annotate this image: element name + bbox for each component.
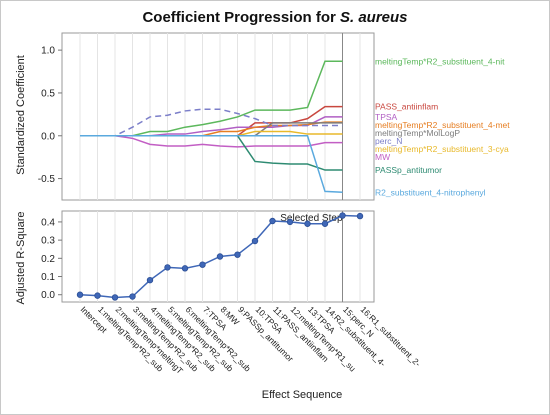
bottom-y-tick-label: 0.1: [41, 272, 55, 283]
bottom-y-tick-label: 0.0: [41, 290, 55, 301]
selected-step-label: Selected Step: [280, 213, 343, 224]
r-square-point: [216, 253, 224, 260]
top-y-axis-label: Standardized Coefficient: [15, 55, 27, 175]
top-y-tick-label: 0.5: [41, 88, 55, 99]
r-square-point: [181, 265, 189, 272]
r-square-point: [111, 294, 119, 301]
top-y-tick-label: 1.0: [41, 46, 55, 57]
r-square-point: [234, 251, 241, 258]
top-y-tick-label: -0.5: [38, 174, 56, 185]
series-line-7: [80, 135, 343, 148]
r-square-point: [339, 212, 346, 219]
r-square-point: [94, 292, 101, 299]
r-square-point: [199, 261, 206, 268]
bottom-y-axis-label: Adjusted R-Square: [15, 212, 27, 305]
series-line-9: [80, 135, 343, 194]
r-square-point: [76, 291, 84, 298]
bottom-y-tick-label: 0.2: [41, 254, 55, 265]
series-label-4: meltingTemp*MolLogP: [375, 128, 460, 138]
top-y-tick-label: 0.0: [41, 131, 55, 142]
r-square-point: [129, 293, 136, 300]
series-line-5: [80, 108, 343, 137]
r-square-point: [164, 264, 171, 271]
r-square-point: [251, 237, 259, 245]
r-square-point: [269, 217, 276, 225]
coefficient-plot: -0.5 0.0 0.5 1.0 meltingTemp*R2_substituent_…: [38, 32, 510, 201]
series-label-7: MW: [375, 152, 390, 162]
x-axis-label: Effect Sequence: [262, 389, 343, 401]
series-label-2: TPSA: [375, 112, 398, 122]
series-label-0: meltingTemp*R2_substituent_4-nit: [375, 56, 505, 66]
r-square-point: [321, 220, 329, 227]
series-label-5: perc_N: [375, 136, 402, 146]
bottom-y-tick-label: 0.3: [41, 236, 55, 247]
r-square-point: [304, 220, 311, 227]
series-label-1: PASS_antiinflam: [375, 102, 438, 112]
r-square-point: [356, 212, 364, 220]
chart-title: Coefficient Progression for S. aureus: [142, 9, 408, 26]
r-square-point: [146, 276, 154, 284]
r-square-point: [286, 218, 294, 226]
series-label-8: PASSp_antitumor: [375, 165, 442, 175]
series-label-9: R2_substituent_4-nitrophenyl: [375, 187, 486, 197]
top-plot-area: [61, 32, 375, 201]
series-label-3: meltingTemp*R2_substituent_4-met: [375, 120, 510, 130]
r-square-plot: 0.00.10.20.30.4 Selected StepIntercept1:m…: [41, 210, 423, 376]
series-label-6: meltingTemp*R2_substituent_3-cya: [375, 144, 509, 154]
bottom-y-tick-label: 0.4: [41, 217, 55, 228]
